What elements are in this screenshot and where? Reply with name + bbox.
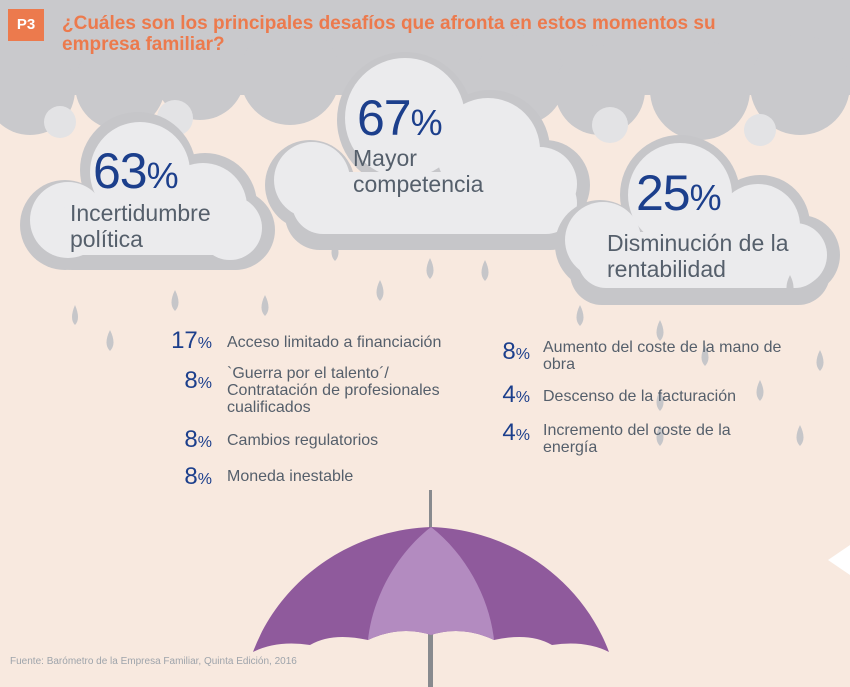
- stat-value: 25%: [636, 165, 722, 221]
- stat-value: 8%: [502, 338, 530, 365]
- stat-value: 67%: [357, 90, 443, 146]
- cloud-band-shadow: [44, 100, 776, 146]
- stat-value: 17%: [171, 327, 212, 354]
- stat-value: 8%: [184, 463, 212, 490]
- cloud-left: [20, 112, 275, 270]
- stat-label: Descenso de la facturación: [543, 388, 736, 405]
- umbrella-icon: [253, 490, 609, 687]
- stat-label: Mayor competencia: [353, 145, 484, 197]
- stat-label: `Guerra por el talento´/ Contratación de…: [227, 365, 440, 416]
- stat-label: Acceso limitado a financiación: [227, 334, 442, 351]
- stat-value: 8%: [184, 426, 212, 453]
- stat-value: 4%: [502, 381, 530, 408]
- stat-label: Cambios regulatorios: [227, 432, 379, 449]
- source-note: Fuente: Barómetro de la Empresa Familiar…: [10, 656, 297, 667]
- next-arrow-icon: [828, 545, 850, 575]
- raindrops: [72, 240, 824, 446]
- cloud-right: [555, 135, 840, 305]
- stat-value: 4%: [502, 419, 530, 446]
- cloud-center: [265, 52, 590, 250]
- stat-value: 8%: [184, 367, 212, 394]
- stat-label: Incremento del coste de la energía: [543, 422, 731, 456]
- stat-value: 63%: [93, 143, 179, 199]
- stat-label: Moneda inestable: [227, 468, 354, 485]
- page-title: ¿Cuáles son los principales desafíos que…: [62, 13, 716, 55]
- stat-label: Aumento del coste de la mano de obra: [543, 339, 782, 373]
- stat-label: Disminución de la rentabilidad: [607, 230, 789, 282]
- stat-label: Incertidumbre política: [70, 200, 211, 252]
- cloud-band: [0, 0, 850, 140]
- question-badge: P3: [8, 9, 44, 41]
